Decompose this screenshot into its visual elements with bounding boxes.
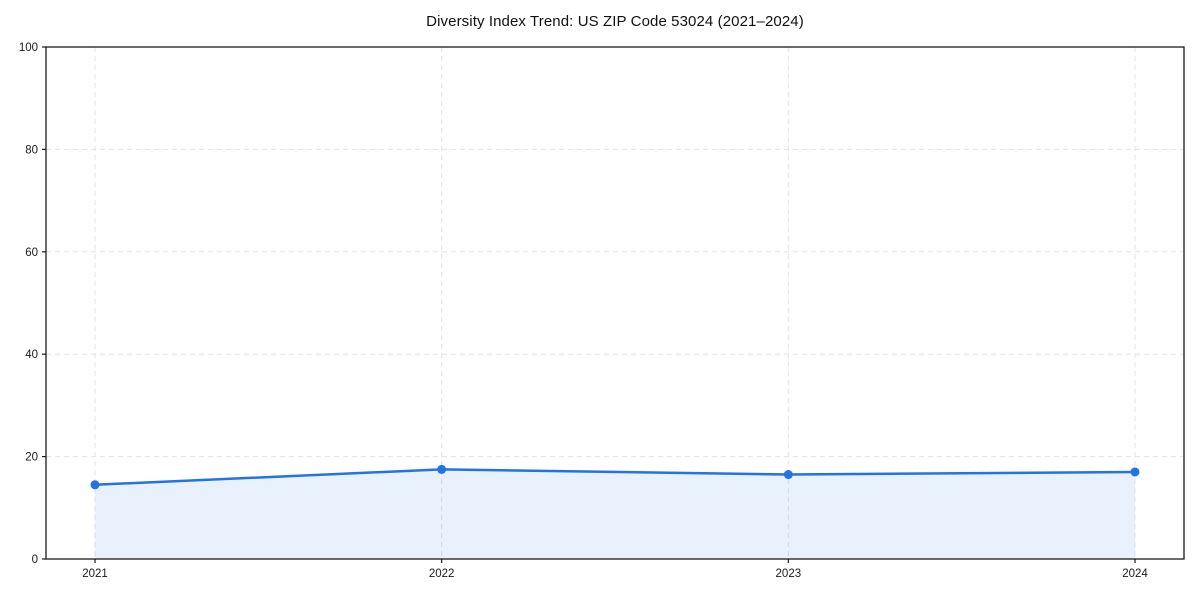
x-axis-tick-label: 2024 xyxy=(1122,568,1148,580)
y-axis-tick-label: 80 xyxy=(25,144,38,156)
plot-frame xyxy=(45,46,1185,560)
y-axis-tick-label: 20 xyxy=(25,452,38,464)
y-axis-tick-label: 0 xyxy=(32,554,38,566)
y-axis-tick-label: 60 xyxy=(25,247,38,259)
x-axis-tick-label: 2023 xyxy=(776,568,802,580)
x-axis-tick-label: 2021 xyxy=(82,568,108,580)
data-point-2021 xyxy=(90,480,100,490)
y-axis-tick-label: 100 xyxy=(19,42,38,54)
y-axis-tick-label: 40 xyxy=(25,349,38,361)
chart-title: Diversity Index Trend: US ZIP Code 53024… xyxy=(426,13,804,30)
data-point-2022 xyxy=(437,464,447,474)
x-axis-tick-label: 2022 xyxy=(429,568,455,580)
data-point-2023 xyxy=(783,470,793,480)
data-point-2024 xyxy=(1130,467,1140,477)
trend-line xyxy=(93,468,1137,487)
area-fill xyxy=(95,469,1135,559)
